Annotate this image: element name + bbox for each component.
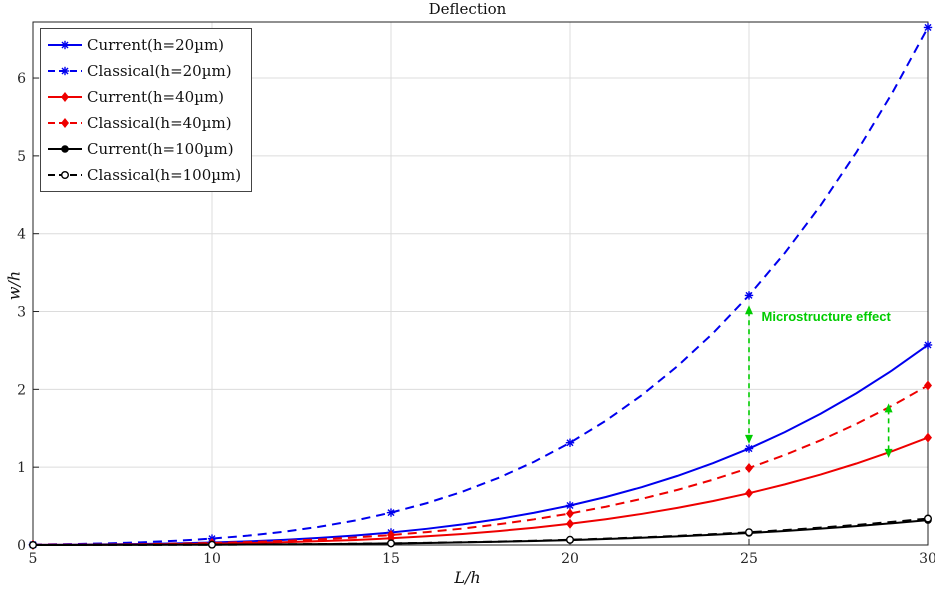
legend-line-sample (48, 117, 82, 129)
legend-label: Classical(h=40µm) (87, 114, 232, 132)
x-tick-label: 5 (29, 551, 38, 567)
legend-line-sample (48, 171, 82, 179)
x-tick-label: 10 (203, 551, 221, 567)
x-tick-label: 30 (919, 551, 935, 567)
x-axis-label: L/h (454, 568, 481, 587)
series-line (32, 26, 929, 546)
legend-line-sample (48, 145, 82, 153)
legend-label: Current(h=40µm) (87, 88, 225, 106)
x-tick-label: 20 (561, 551, 579, 567)
chart-title: Deflection (428, 0, 507, 18)
legend-label: Current(h=100µm) (87, 140, 234, 158)
y-tick-label: 5 (17, 149, 26, 165)
legend-item: Classical(h=20µm) (47, 58, 241, 84)
series-line (32, 519, 929, 546)
y-tick-label: 4 (17, 227, 26, 243)
y-tick-label: 0 (17, 538, 26, 554)
legend-item: Classical(h=100µm) (47, 162, 241, 188)
legend-line-sample (48, 40, 82, 50)
legend-item: Classical(h=40µm) (47, 110, 241, 136)
legend-item: Current(h=40µm) (47, 84, 241, 110)
legend-item: Current(h=100µm) (47, 136, 241, 162)
series-line (32, 384, 929, 546)
microstructure-effect-label: Microstructure effect (762, 309, 892, 324)
x-tick-label: 15 (382, 551, 400, 567)
y-tick-label: 2 (17, 382, 26, 398)
y-axis-label: w/h (4, 270, 24, 301)
legend-label: Current(h=20µm) (87, 36, 225, 54)
series-line (32, 344, 929, 546)
legend-label: Classical(h=20µm) (87, 62, 232, 80)
legend-line-sample (48, 66, 82, 76)
y-tick-label: 6 (17, 71, 26, 87)
x-tick-label: 25 (740, 551, 758, 567)
series-line (32, 436, 929, 546)
legend-item: Current(h=20µm) (47, 32, 241, 58)
y-tick-label: 3 (17, 305, 26, 321)
legend: Current(h=20µm) Classical(h=20µm) Current(… (40, 28, 253, 192)
legend-line-sample (48, 91, 82, 103)
y-tick-label: 1 (17, 460, 26, 476)
plot-box (32, 21, 929, 546)
legend-label: Classical(h=100µm) (87, 166, 242, 184)
